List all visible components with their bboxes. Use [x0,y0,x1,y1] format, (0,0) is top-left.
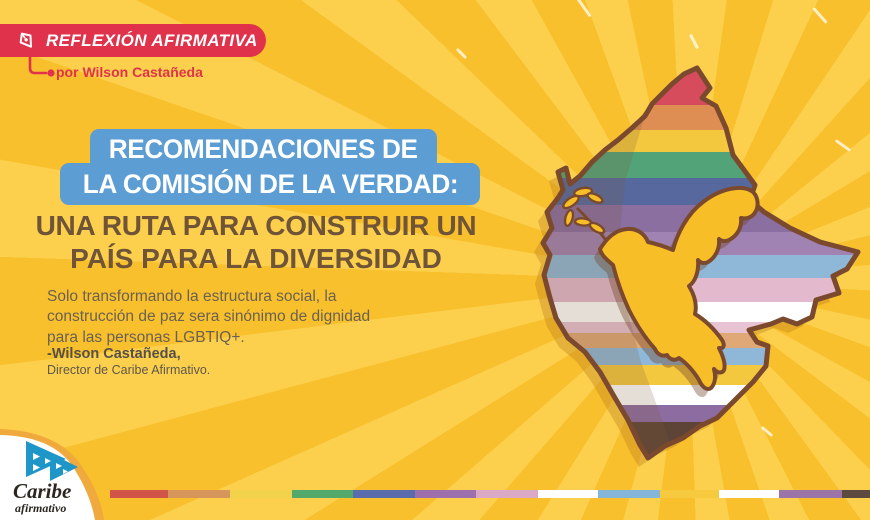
quote-line2: construcción de paz sera sinónimo de dig… [47,308,371,326]
headline-badge-text-2: LA COMISIÓN DE LA VERDAD: [82,168,458,199]
main-title-line2: PAÍS PARA LA DIVERSIDAD [70,243,442,275]
pride-strip-segment [168,490,230,498]
quote-author-role: Director de Caribe Afirmativo. [47,363,211,377]
pride-strip-segment [292,490,353,498]
logo-blob [0,435,95,520]
olive-branch [562,186,609,243]
decorative-dash [576,0,592,18]
byline-text: por Wilson Castañeda [56,64,203,80]
ribbon-banner: REFLEXIÓN AFIRMATIVA [0,24,266,57]
pride-strip-segment [230,490,292,498]
pen-nib-icon [19,32,33,48]
quote-paragraph: Solo transformando la estructura social,… [47,287,437,348]
pride-strip-segment [415,490,476,498]
pride-strip-segment [598,490,660,498]
logo-mark-fish [26,441,78,481]
quote-line3: para las personas LGBTIQ+. [47,328,245,346]
quote-author: -Wilson Castañeda, [47,346,181,362]
byline-connector [28,55,55,77]
peace-dove [598,185,760,391]
decorative-dash [812,7,828,24]
pride-strip-segment [779,490,842,498]
pride-strip [110,490,870,498]
ribbon-title: REFLEXIÓN AFIRMATIVA [46,30,258,50]
pride-strip-segment [353,490,415,498]
main-title: UNA RUTA PARA CONSTRUIR UN PAÍS PARA LA … [25,209,487,275]
quote-line1: Solo transformando la estructura social,… [47,288,337,305]
pride-strip-segment [476,490,538,498]
main-title-line1: UNA RUTA PARA CONSTRUIR UN [35,210,477,241]
caribe-afirmativo-logo: Caribe afirmativo [0,429,104,520]
pride-strip-segment [538,490,598,498]
pride-strip-segment [842,490,870,498]
decorative-dash [688,33,700,50]
logo-name-line1: Caribe [13,479,71,503]
logo-name-line2: afirmativo [15,501,66,515]
headline-badge-text-1: RECOMENDACIONES DE [109,134,418,164]
colombia-pride-map [534,65,861,467]
decorative-dash [455,47,468,60]
pride-strip-segment [660,490,719,498]
map-outline [540,65,861,461]
pride-strip-segment [719,490,779,498]
pride-strip-segment [110,490,168,498]
headline-badge-line2: LA COMISIÓN DE LA VERDAD: [60,163,480,205]
